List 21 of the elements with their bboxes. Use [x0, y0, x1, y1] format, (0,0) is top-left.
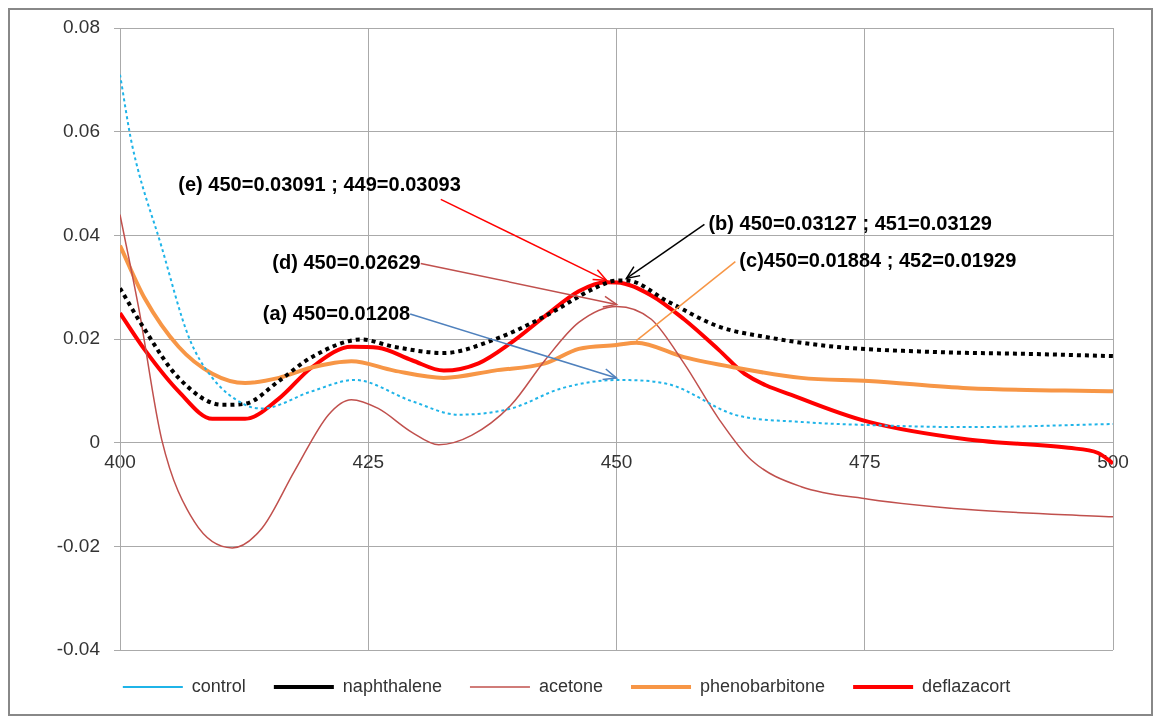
y-tick-label: -0.04	[56, 638, 101, 660]
legend-label: naphthalene	[342, 675, 442, 696]
legend-label: acetone	[538, 675, 604, 696]
x-tick-label: 400	[104, 451, 136, 473]
y-tick-label: 0.04	[63, 223, 101, 245]
annotation: (b) 450=0.03127 ; 451=0.03129	[708, 212, 992, 234]
x-tick-label: 475	[848, 451, 881, 473]
legend-label: deflazacort	[922, 675, 1011, 696]
y-tick-label: 0.08	[63, 16, 100, 38]
annotation: (d) 450=0.02629	[272, 250, 421, 273]
y-tick-label: 0.06	[63, 119, 100, 141]
y-tick-label: -0.02	[56, 534, 100, 556]
annotation: (a) 450=0.01208	[262, 301, 411, 324]
x-tick-label: 450	[600, 451, 633, 473]
legend-label: phenobarbitone	[700, 675, 826, 696]
legend-label: control	[191, 675, 246, 696]
x-tick-label: 425	[352, 451, 385, 473]
y-tick-label: 0.02	[63, 327, 100, 349]
annotation: (e) 450=0.03091 ; 449=0.03093	[178, 172, 461, 195]
annotation: (c)450=0.01884 ; 452=0.01929	[739, 249, 1017, 272]
y-tick-label: 0	[89, 430, 100, 452]
